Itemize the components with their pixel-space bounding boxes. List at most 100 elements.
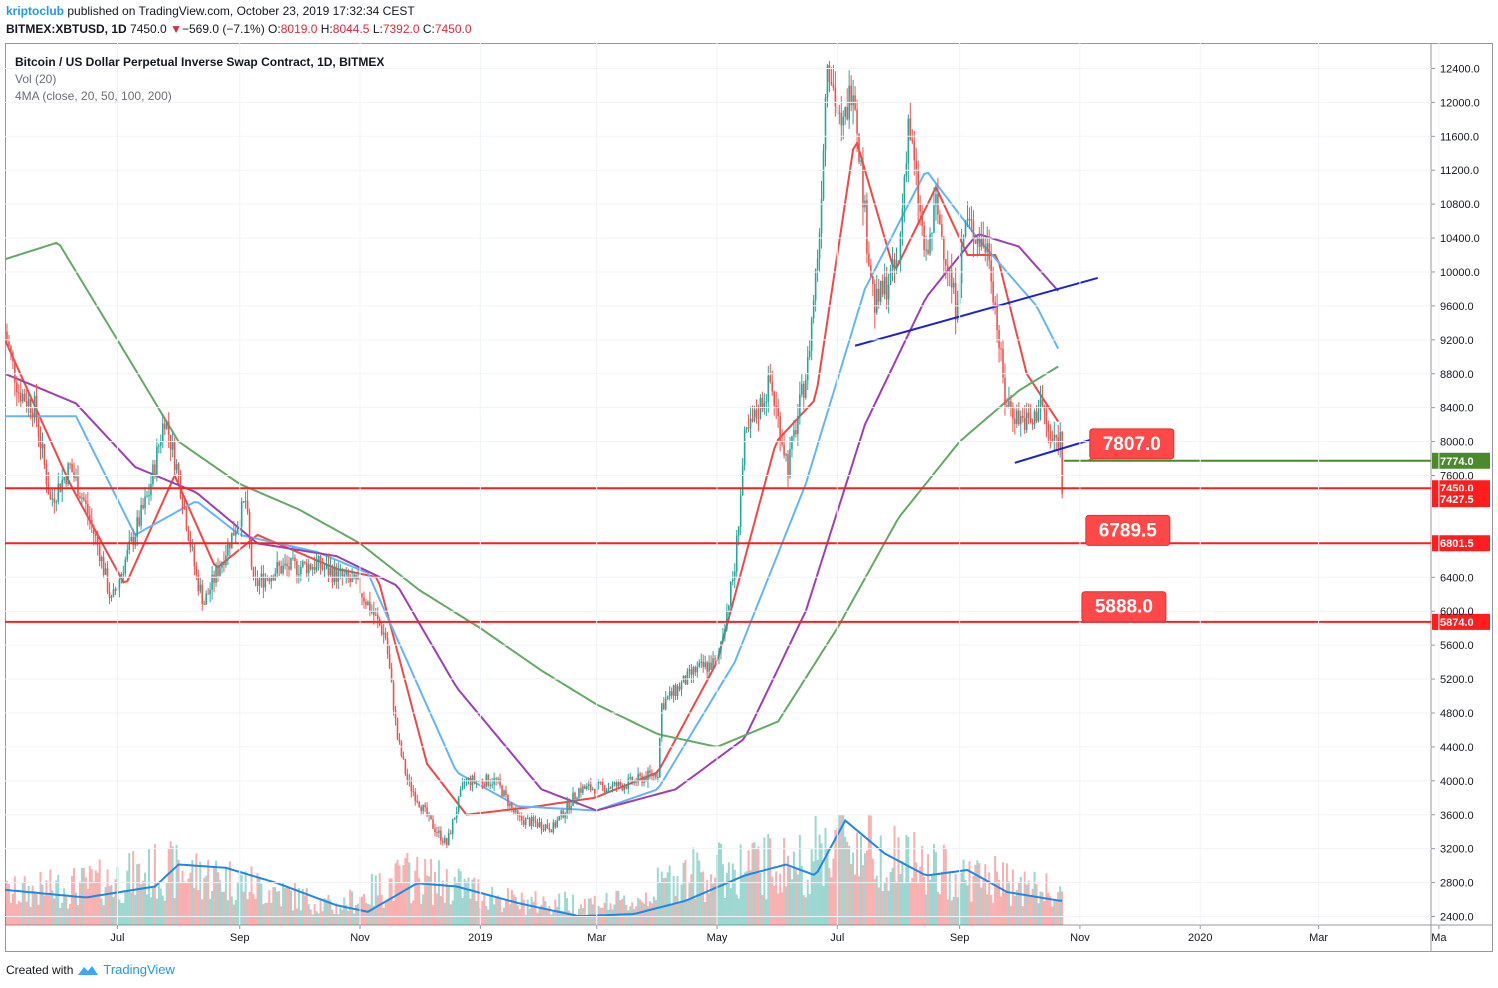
candle-body — [163, 423, 166, 429]
volume-bar — [684, 859, 687, 925]
candle-body — [781, 441, 783, 445]
volume-bar — [856, 832, 859, 925]
volume-bar — [325, 899, 328, 925]
candle-body — [840, 112, 843, 126]
candle-body — [1047, 424, 1050, 432]
volume-bar — [802, 895, 805, 925]
volume-bar — [368, 904, 371, 925]
callout-6789-box — [1085, 514, 1171, 546]
volume-bar — [207, 859, 210, 925]
candle-body — [102, 557, 105, 575]
y-tick-label: 12000.0 — [1440, 97, 1480, 109]
candle-body — [799, 394, 801, 417]
time-axis[interactable]: Jul Sep Nov 2019 Mar May Jul Sep Nov 2020 Mar Ma — [110, 43, 1447, 944]
volume-bar — [871, 858, 874, 925]
volume-bar — [719, 843, 722, 925]
volume-bar — [818, 834, 821, 925]
volume-bar — [536, 912, 539, 925]
candle-body — [741, 465, 744, 496]
volume-bar — [540, 904, 543, 925]
candle-body — [891, 259, 894, 270]
candle-body — [576, 797, 578, 799]
volume-bar — [23, 876, 26, 925]
author-link[interactable]: kriptoclub — [6, 4, 65, 18]
volume-bar — [834, 829, 837, 925]
candle-body — [1002, 348, 1004, 378]
volume-bar — [779, 873, 782, 925]
candle-body — [597, 781, 600, 784]
volume-bar — [702, 871, 705, 925]
candle-body — [156, 446, 158, 475]
candle-body — [672, 684, 675, 696]
volume-bar — [372, 905, 375, 925]
candle-body — [89, 514, 91, 521]
candle-body — [972, 221, 975, 240]
volume-bar — [741, 874, 744, 925]
candle-body — [92, 525, 95, 535]
candle-body — [556, 820, 559, 828]
volume-bar — [812, 861, 815, 925]
candle-body — [507, 795, 509, 806]
y-tick-label: 4000.0 — [1440, 776, 1474, 788]
candle-body — [883, 276, 886, 295]
x-tick-label: Mar — [587, 932, 606, 944]
candle-body — [183, 508, 186, 510]
y-tick-label: 9600.0 — [1440, 301, 1474, 313]
candle-body — [984, 246, 987, 253]
volume-bar — [153, 844, 156, 925]
candle-body — [694, 667, 697, 673]
volume-bar — [725, 872, 728, 925]
volume-bar — [668, 865, 671, 925]
volume-bar — [122, 903, 125, 925]
candle-body — [284, 563, 286, 566]
candle-body — [451, 819, 454, 834]
volume-bar — [288, 887, 291, 925]
candle-body — [925, 249, 927, 251]
candle-body — [801, 383, 803, 395]
volume-bar — [94, 870, 97, 925]
candle-body — [862, 160, 864, 208]
volume-bar — [660, 871, 663, 925]
volume-bar — [431, 905, 434, 925]
volume-bar — [138, 863, 141, 925]
volume-bar — [858, 876, 861, 925]
volume-bar — [838, 815, 841, 925]
volume-bar — [664, 877, 667, 925]
candle-body — [339, 569, 342, 571]
candle-body — [820, 198, 823, 234]
volume-bar — [960, 872, 963, 925]
candle-body — [822, 149, 825, 199]
candle-body — [870, 265, 872, 277]
volume-bar — [366, 903, 369, 925]
volume-bar — [489, 894, 492, 925]
y-tick-label: 11600.0 — [1440, 131, 1479, 143]
candle-body — [258, 580, 261, 586]
candle-body — [943, 236, 945, 260]
x-tick-label: May — [707, 932, 728, 944]
candle-body — [483, 783, 486, 787]
candle-body — [653, 773, 655, 777]
chart-frame[interactable]: 7774.0 7450.0 6801.5 5874.0 7427.5 12400.0 12… — [4, 43, 1493, 952]
candle-body — [280, 565, 282, 574]
volume-bar — [623, 895, 626, 925]
candle-body — [927, 249, 929, 254]
candle-body — [505, 790, 507, 796]
candle-body — [1031, 422, 1034, 425]
tradingview-brand[interactable]: TradingView — [103, 962, 175, 977]
volume-bar — [865, 850, 868, 925]
candle-body — [511, 803, 513, 808]
volume-bar — [128, 853, 131, 925]
volume-bar — [887, 890, 890, 925]
level-6801-tag-label: 6801.5 — [1440, 538, 1474, 550]
volume-bar — [932, 843, 935, 925]
volume-bar — [751, 843, 754, 925]
volume-bar — [694, 898, 697, 925]
volume-bar — [191, 859, 194, 925]
candle-body — [524, 818, 527, 825]
volume-bar — [157, 883, 160, 925]
volume-bar — [471, 879, 474, 925]
price-axis[interactable]: 12400.0 12000.0 11600.0 11200.0 10800.0 10400… — [5, 63, 1480, 924]
candle-body — [161, 423, 164, 442]
